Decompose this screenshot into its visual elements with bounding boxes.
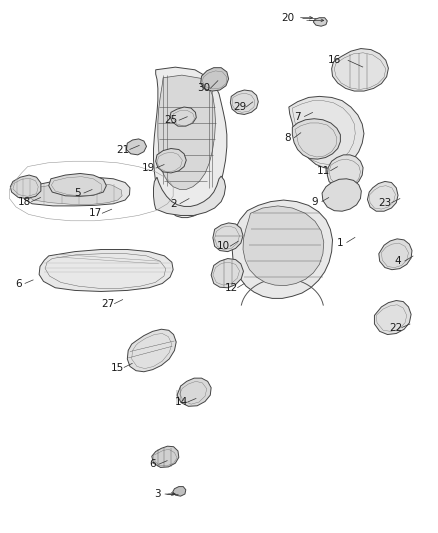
Polygon shape [322, 179, 361, 211]
Text: 22: 22 [389, 322, 403, 333]
Text: 9: 9 [312, 197, 318, 207]
Text: 30: 30 [197, 83, 210, 93]
Text: 15: 15 [111, 362, 124, 373]
Text: 29: 29 [233, 102, 247, 112]
Polygon shape [367, 181, 398, 211]
Text: 18: 18 [18, 197, 32, 207]
Text: 1: 1 [337, 238, 344, 247]
Polygon shape [211, 259, 244, 288]
Polygon shape [22, 177, 130, 206]
Polygon shape [289, 96, 364, 168]
Text: 20: 20 [282, 13, 294, 23]
Polygon shape [27, 182, 122, 204]
Polygon shape [292, 119, 340, 159]
Text: 7: 7 [294, 111, 301, 122]
Polygon shape [230, 90, 258, 115]
Polygon shape [327, 155, 363, 188]
Text: 25: 25 [164, 115, 177, 125]
Text: 14: 14 [175, 397, 188, 407]
Text: 8: 8 [285, 133, 291, 143]
Polygon shape [158, 75, 215, 189]
Text: 4: 4 [395, 256, 401, 266]
Polygon shape [170, 107, 196, 126]
Polygon shape [177, 378, 211, 406]
Polygon shape [232, 200, 332, 298]
Text: 17: 17 [89, 208, 102, 219]
Polygon shape [153, 67, 227, 217]
Polygon shape [332, 49, 389, 91]
Text: 5: 5 [74, 188, 81, 198]
Text: 11: 11 [317, 166, 330, 176]
Text: 27: 27 [101, 298, 114, 309]
Text: 12: 12 [225, 283, 238, 293]
Polygon shape [127, 139, 147, 155]
Polygon shape [243, 206, 324, 286]
Text: 19: 19 [141, 163, 155, 173]
Text: 6: 6 [149, 459, 156, 469]
Polygon shape [213, 223, 243, 252]
Text: 2: 2 [170, 199, 177, 209]
Polygon shape [11, 175, 41, 198]
Polygon shape [153, 176, 226, 215]
Polygon shape [173, 487, 186, 496]
Text: 23: 23 [378, 198, 392, 208]
Polygon shape [152, 446, 179, 467]
Polygon shape [374, 301, 411, 335]
Polygon shape [39, 249, 173, 292]
Polygon shape [127, 329, 176, 372]
Text: 3: 3 [155, 489, 161, 499]
Polygon shape [155, 149, 186, 173]
Text: 21: 21 [117, 144, 130, 155]
Polygon shape [313, 18, 327, 26]
Text: 10: 10 [217, 241, 230, 251]
Text: 16: 16 [328, 55, 341, 65]
Polygon shape [201, 68, 229, 91]
Polygon shape [379, 239, 412, 270]
Polygon shape [49, 173, 106, 196]
Text: 6: 6 [16, 279, 22, 288]
